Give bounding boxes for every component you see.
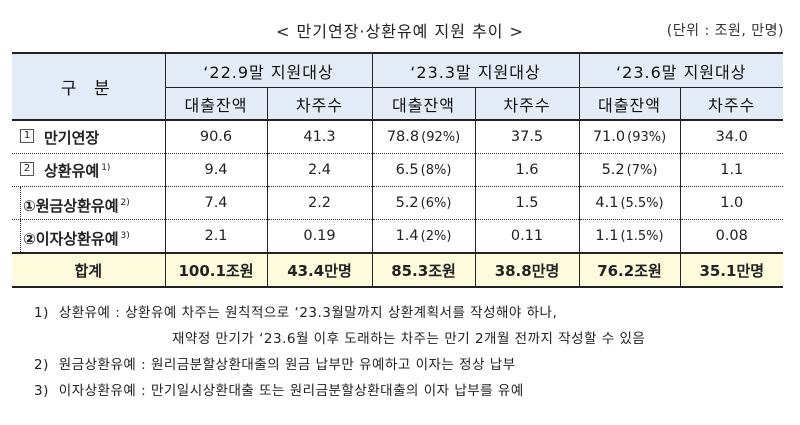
amount-cell: 90.6 [164,120,267,154]
borrowers-cell: 2.4 [266,153,372,187]
amount-cell: 2.1 [164,219,267,253]
total-label: 합계 [12,252,165,288]
borrowers-cell: 0.19 [266,219,372,253]
subheader-amount: 대출잔액 [371,87,475,121]
total-amount-cell: 76.2조원 [578,252,680,288]
circled-number-icon: ② [23,230,36,248]
footnote-ref: 2) [120,198,130,208]
table-row-interest-deferral: ②이자상환유예 3) 2.1 0.19 1.4 (2%) 0.11 1.1 (1.5%… [12,219,783,254]
row-label: ①원금상환유예 2) [12,186,165,220]
unit-label: (단위 : 조원, 만명) [666,23,784,39]
subheader-borrowers: 차주수 [679,87,783,121]
subheader-borrowers: 차주수 [266,87,372,121]
borrowers-cell: 0.11 [474,219,579,253]
table-row-total: 합계 100.1조원 43.4만명 85.3조원 38.8만명 76.2조원 3… [12,252,783,288]
borrowers-cell: 2.2 [266,186,372,220]
borrowers-cell: 34.0 [679,120,783,154]
amount-cell: 1.4 (2%) [371,219,475,253]
total-amount-cell: 100.1조원 [164,252,267,288]
amount-cell: 78.8 (92%) [371,120,475,154]
circled-number-icon: ① [23,197,36,215]
footnote-ref: 3) [120,231,130,241]
subheader-amount: 대출잔액 [164,87,267,121]
group-header-2023-6: ‘23.6말 지원대상 [578,52,783,88]
total-borrowers-cell: 38.8만명 [474,252,579,288]
row-label: 2 상환유예 1) [12,153,165,187]
amount-cell: 7.4 [164,186,267,220]
total-amount-cell: 85.3조원 [371,252,475,288]
subheader-amount: 대출잔액 [578,87,680,121]
square-number-icon: 2 [20,162,34,176]
footnote-1-continued: 재약정 만기가 ‘23.6월 이후 도래하는 차주는 만기 2개월 전까지 작성… [172,331,646,347]
amount-cell: 5.2 (7%) [578,153,680,187]
table-row-maturity-extension: 1 만기연장 90.6 41.3 78.8 (92%) 37.5 71.0 (93%)… [12,120,783,154]
table-title: < 만기연장·상환유예 지원 추이 > [276,22,524,41]
square-number-icon: 1 [20,129,34,143]
footnote-ref: 1) [101,162,111,173]
footnotes: 1) 상환유예 : 상환유예 차주는 원칙적으로 ‘23.3월말까지 상환계획서… [34,300,645,404]
amount-cell: 71.0 (93%) [578,120,680,154]
borrowers-cell: 1.1 [679,153,783,187]
total-borrowers-cell: 35.1만명 [679,252,783,288]
borrowers-cell: 1.5 [474,186,579,220]
subheader-borrowers: 차주수 [474,87,579,121]
borrowers-cell: 1.6 [474,153,579,187]
amount-cell: 6.5 (8%) [371,153,475,187]
corner-header: 구 분 [12,52,165,121]
footnote-3: 3) 이자상환유예 : 만기일시상환대출 또는 원리금분할상환대출의 이자 납부… [34,383,524,399]
amount-cell: 9.4 [164,153,267,187]
support-trend-table: 구 분 ‘22.9말 지원대상 ‘23.3말 지원대상 ‘23.6말 지원대상 … [12,52,783,288]
group-header-2022-9: ‘22.9말 지원대상 [164,52,372,88]
total-borrowers-cell: 43.4만명 [266,252,372,288]
row-label: 1 만기연장 [12,120,165,154]
footnote-1: 1) 상환유예 : 상환유예 차주는 원칙적으로 ‘23.3월말까지 상환계획서… [34,305,558,321]
group-header-2023-3: ‘23.3말 지원대상 [371,52,579,88]
row-label: ②이자상환유예 3) [12,220,165,254]
amount-cell: 4.1 (5.5%) [578,186,680,220]
amount-cell: 1.1 (1.5%) [578,219,680,253]
table-row-repayment-deferral: 2 상환유예 1) 9.4 2.4 6.5 (8%) 1.6 5.2 (7%) 1.1 [12,153,783,187]
footnote-2: 2) 원금상환유예 : 원리금분할상환대출의 원금 납부만 유예하고 이자는 정… [34,357,516,373]
borrowers-cell: 41.3 [266,120,372,154]
borrowers-cell: 0.08 [679,219,783,253]
amount-cell: 5.2 (6%) [371,186,475,220]
borrowers-cell: 1.0 [679,186,783,220]
table-row-principal-deferral: ①원금상환유예 2) 7.4 2.2 5.2 (6%) 1.5 4.1 (5.5%) … [12,186,783,220]
borrowers-cell: 37.5 [474,120,579,154]
